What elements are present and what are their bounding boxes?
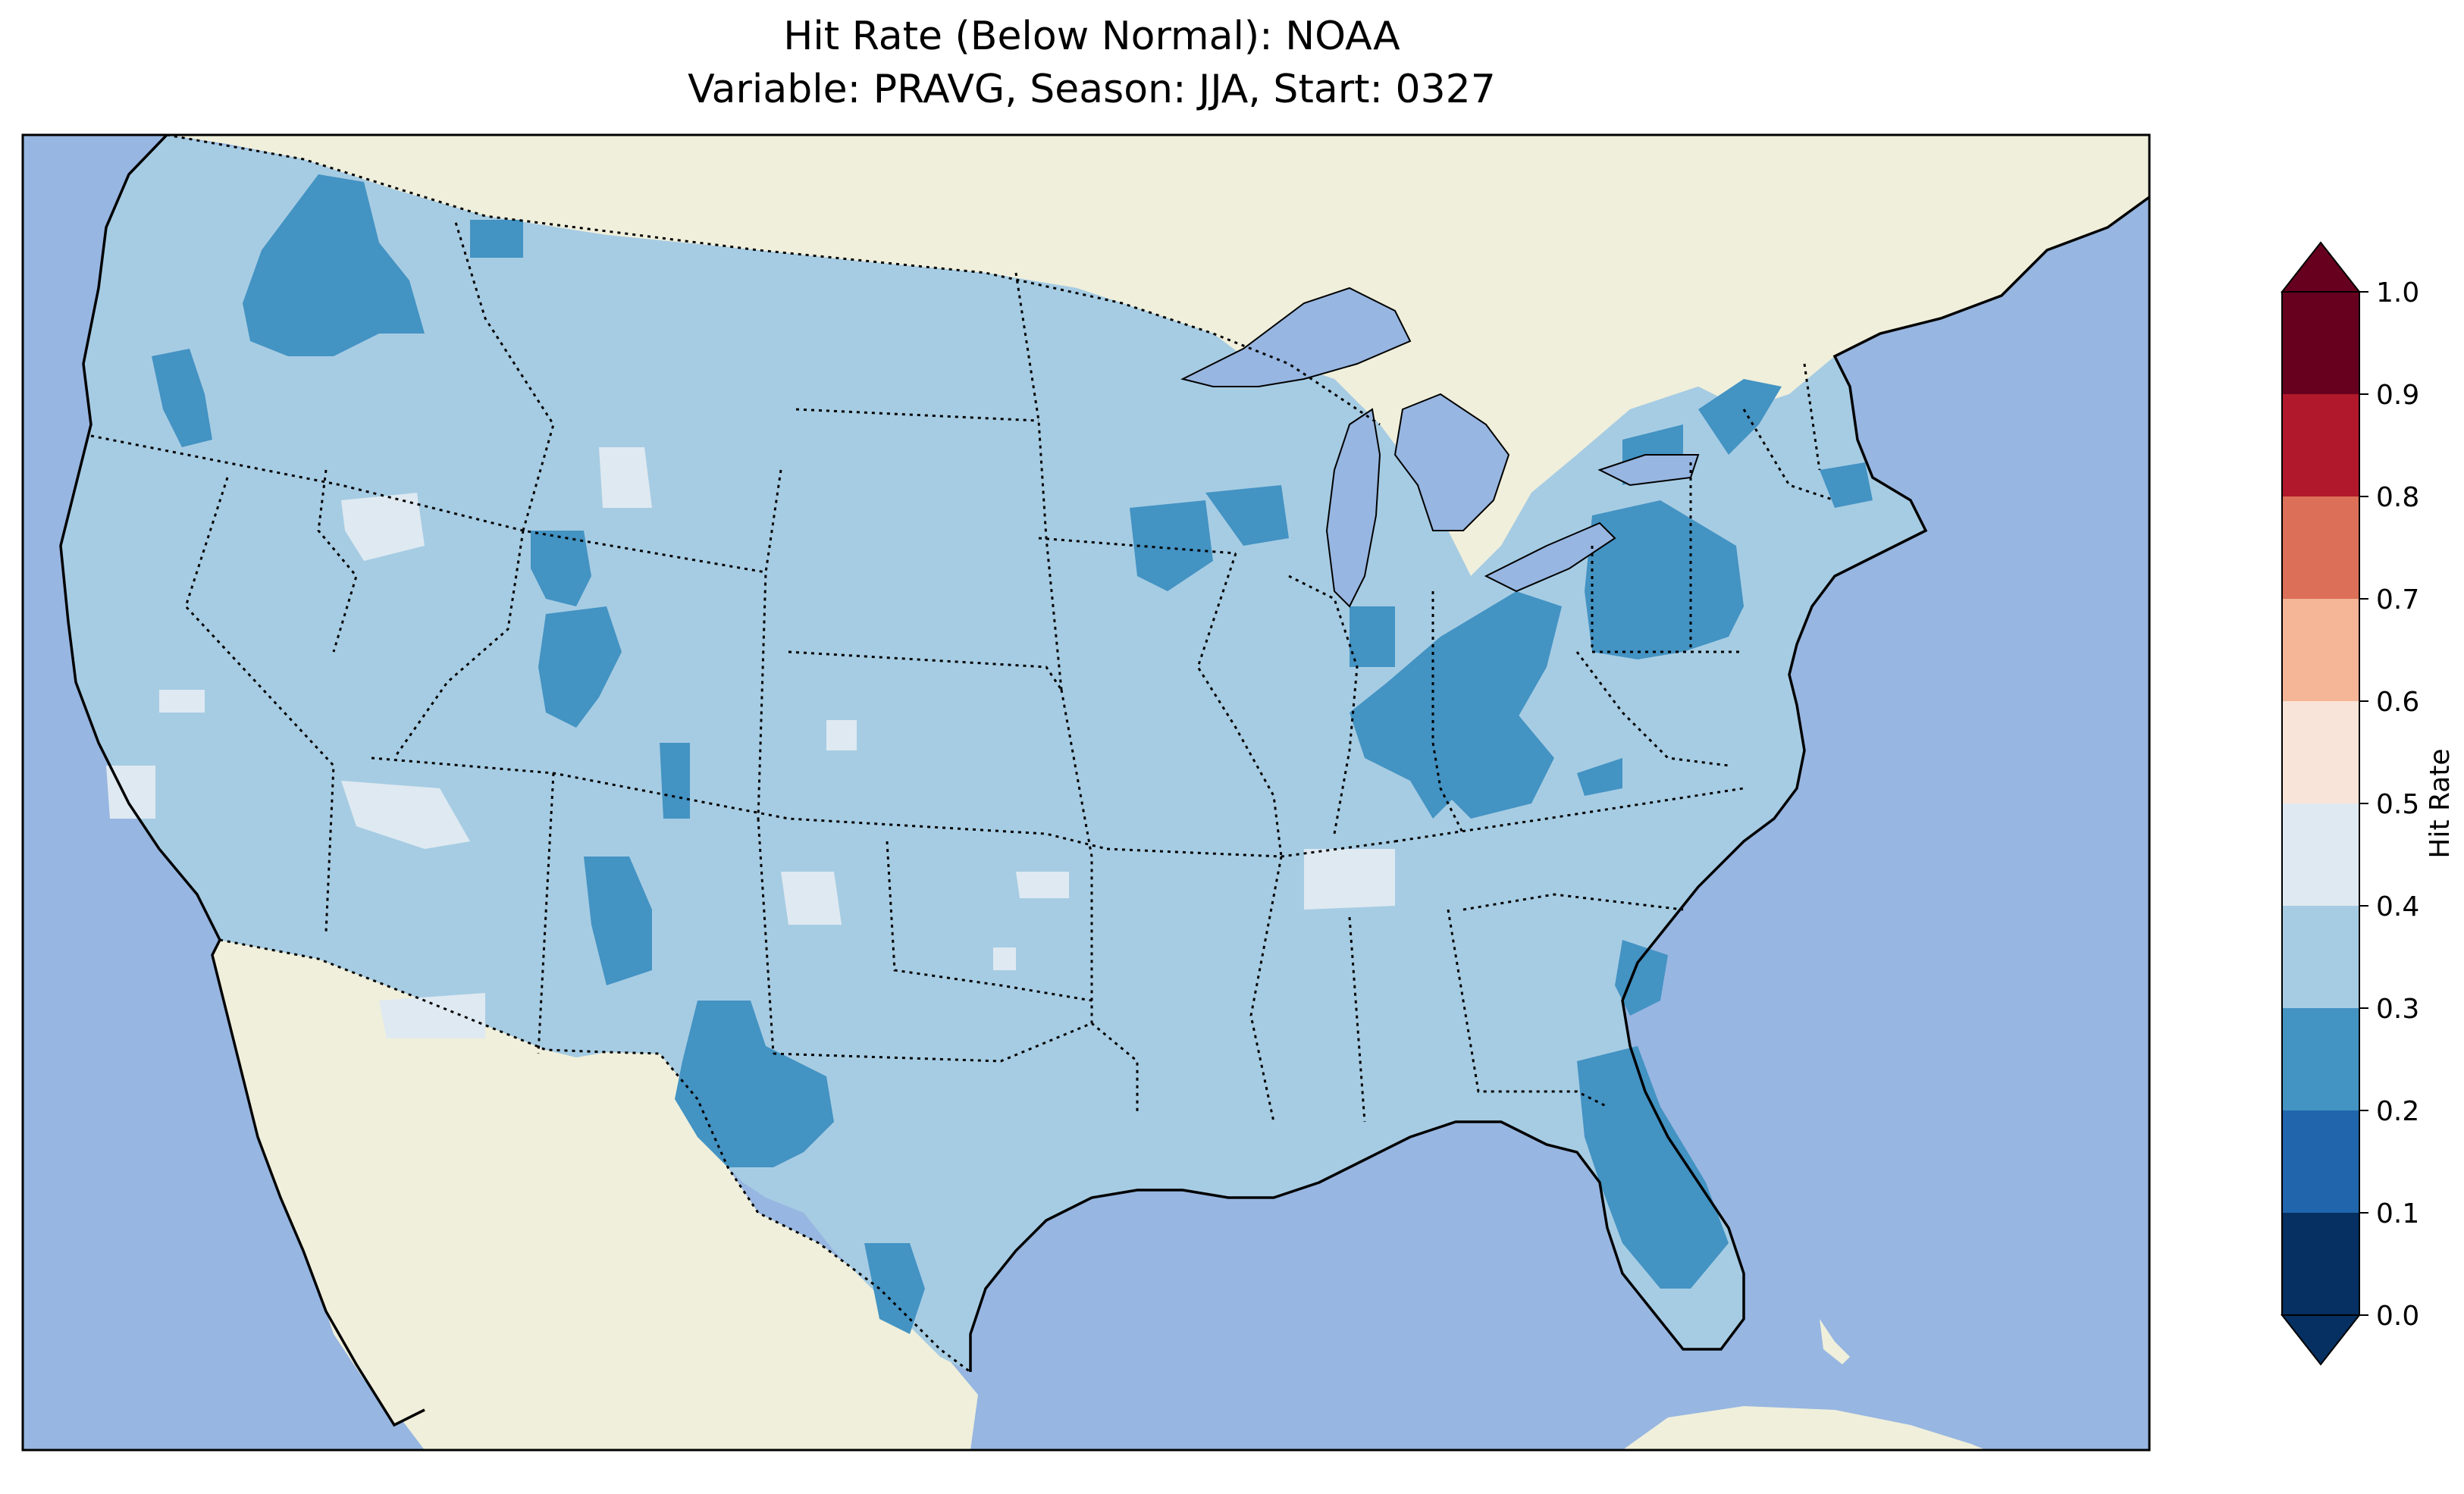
bahamas-land [1820, 1319, 1850, 1364]
colorbar-bin [2282, 1110, 2359, 1213]
colorbar-bin [2282, 496, 2359, 599]
colorbar-label: Hit Rate [2425, 748, 2456, 858]
colorbar-tick-label: 1.0 [2376, 277, 2419, 309]
colorbar-tick-label: 0.6 [2376, 687, 2419, 718]
colorbar-tick-label: 0.4 [2376, 891, 2419, 922]
colorbar-bin [2282, 906, 2359, 1008]
colorbar-tick-label: 0.9 [2376, 380, 2419, 411]
map-panel [21, 133, 2151, 1452]
map-title-line-1: Hit Rate (Below Normal): NOAA [783, 14, 1400, 59]
lake-huron [1393, 393, 1510, 531]
lake-superior [1180, 287, 1412, 387]
cuba-land [1622, 1406, 1986, 1450]
baja-land [212, 940, 425, 1425]
lake-ontario [1597, 454, 1700, 487]
lake-erie [1484, 521, 1616, 593]
colorbar-bin [2282, 292, 2359, 394]
canada-land [23, 135, 2149, 576]
colorbar-extend-bottom [2280, 1314, 2362, 1366]
lake-michigan [1325, 408, 1381, 608]
colorbar-tick-label: 0.8 [2376, 482, 2419, 513]
colorbar-ticks: 0.0 0.1 0.2 0.3 0.4 0.5 0.6 0.7 0.8 0.9 1.0 [2359, 277, 2419, 1332]
colorbar-tick-label: 0.1 [2376, 1198, 2419, 1229]
colorbar-tick-label: 0.3 [2376, 994, 2419, 1025]
conus-hit-rate-field [61, 135, 1926, 1372]
colorbar-bin [2282, 803, 2359, 906]
colorbar-extend-top [2280, 241, 2362, 293]
colorbar-bin [2282, 599, 2359, 701]
colorbar-bin [2282, 394, 2359, 496]
map-title-line-2: Variable: PRAVG, Season: JJA, Start: 032… [688, 67, 1496, 112]
colorbar: 0.0 0.1 0.2 0.3 0.4 0.5 0.6 0.7 0.8 0.9 1.0 Hit Ra… [2280, 241, 2456, 1366]
colorbar-tick-label: 0.2 [2376, 1096, 2419, 1127]
hit-rate-0.2-0.3-regions [152, 174, 1873, 1334]
great-lakes [1180, 287, 1700, 608]
colorbar-tick-label: 0.5 [2376, 789, 2419, 820]
mexico-land [220, 940, 978, 1450]
map-frame [21, 133, 2151, 1452]
colorbar-tick-label: 0.0 [2376, 1301, 2419, 1332]
colorbar-tick-label: 0.7 [2376, 584, 2419, 615]
colorbar-bin [2282, 1213, 2359, 1315]
colorbar-bin [2282, 701, 2359, 803]
country-borders [166, 133, 1381, 1373]
colorbar-bins [2282, 292, 2359, 1315]
coastlines [59, 133, 2151, 1427]
colorbar-bin [2282, 1008, 2359, 1110]
hit-rate-0.4-0.5-regions [106, 447, 1395, 1038]
state-borders [90, 219, 1835, 1123]
